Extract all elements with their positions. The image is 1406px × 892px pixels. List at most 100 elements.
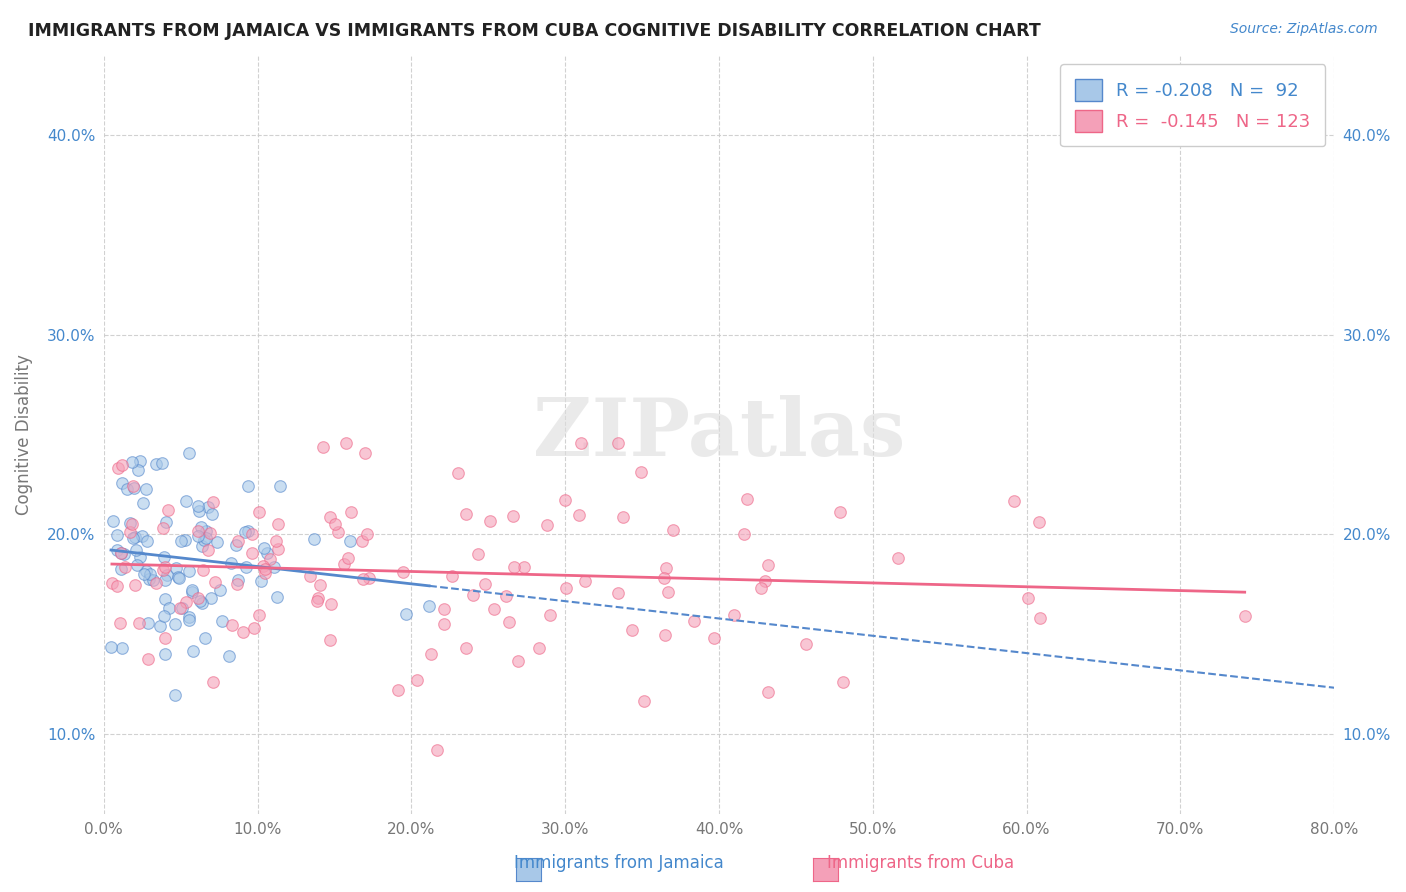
Point xyxy=(191,539,214,553)
Point xyxy=(193,533,215,547)
Point xyxy=(167,571,190,585)
Point xyxy=(150,456,173,470)
Point xyxy=(307,591,329,605)
Point xyxy=(205,534,228,549)
Point xyxy=(200,591,222,605)
Point xyxy=(887,550,910,565)
Point xyxy=(307,594,329,608)
Point xyxy=(187,591,209,606)
Point xyxy=(266,516,288,531)
Point xyxy=(354,446,377,460)
Point xyxy=(135,483,157,497)
Point xyxy=(218,649,240,664)
Point xyxy=(193,563,215,577)
Point xyxy=(197,500,219,515)
Y-axis label: Cognitive Disability: Cognitive Disability xyxy=(15,354,32,515)
Point xyxy=(111,458,134,472)
Point xyxy=(187,524,209,539)
Point xyxy=(252,541,274,556)
Point xyxy=(226,573,249,587)
Point xyxy=(794,637,817,651)
Point xyxy=(723,608,745,623)
Point xyxy=(554,493,576,508)
Point xyxy=(152,563,174,577)
Point xyxy=(513,560,536,574)
Point xyxy=(538,608,561,623)
Point xyxy=(107,461,129,475)
Point xyxy=(569,436,592,450)
Text: ZIPatlas: ZIPatlas xyxy=(533,395,905,474)
Point xyxy=(607,586,630,600)
Point xyxy=(335,436,357,450)
Point xyxy=(101,576,124,591)
Point xyxy=(188,504,211,518)
Point xyxy=(180,584,202,599)
Point xyxy=(120,516,142,530)
Point xyxy=(252,558,274,573)
Point xyxy=(754,574,776,589)
Point xyxy=(655,560,678,574)
Point xyxy=(683,614,706,628)
Point xyxy=(232,625,254,640)
Point xyxy=(756,558,779,573)
Point xyxy=(242,526,264,541)
Point xyxy=(828,506,851,520)
Point xyxy=(733,526,755,541)
Legend: R = -0.208   N =  92, R =  -0.145   N = 123: R = -0.208 N = 92, R = -0.145 N = 123 xyxy=(1060,64,1324,146)
Point xyxy=(498,615,520,629)
Point xyxy=(131,496,153,510)
Point xyxy=(127,463,149,477)
Point xyxy=(170,601,193,615)
Point xyxy=(447,466,470,480)
Point xyxy=(250,574,273,589)
Point xyxy=(153,573,176,587)
Point xyxy=(124,578,146,592)
Point xyxy=(211,615,233,629)
Point xyxy=(180,582,202,597)
Point xyxy=(574,574,596,588)
Point xyxy=(132,567,155,582)
Point xyxy=(419,647,441,661)
Point xyxy=(236,479,259,493)
Point xyxy=(831,674,853,689)
Point xyxy=(395,607,418,621)
Point xyxy=(256,545,278,559)
Point xyxy=(661,523,683,537)
Point xyxy=(263,560,285,574)
Point xyxy=(121,517,143,532)
Point xyxy=(392,565,415,579)
Point xyxy=(135,565,157,579)
Text: IMMIGRANTS FROM JAMAICA VS IMMIGRANTS FROM CUBA COGNITIVE DISABILITY CORRELATION: IMMIGRANTS FROM JAMAICA VS IMMIGRANTS FR… xyxy=(28,22,1040,40)
Point xyxy=(506,654,529,668)
Point xyxy=(195,524,218,538)
Point xyxy=(136,533,159,548)
Point xyxy=(612,509,634,524)
Point xyxy=(267,542,290,557)
Point xyxy=(433,602,456,616)
Point xyxy=(236,524,259,538)
Point xyxy=(339,506,361,520)
Point xyxy=(153,609,176,624)
Point xyxy=(201,675,224,690)
Point xyxy=(243,621,266,635)
Point xyxy=(177,446,200,460)
Point xyxy=(122,482,145,496)
Point xyxy=(503,560,526,574)
Point xyxy=(1028,515,1050,529)
Point xyxy=(298,569,321,583)
Point xyxy=(157,601,180,615)
Point xyxy=(202,495,225,509)
Point xyxy=(703,631,725,645)
Point xyxy=(112,547,135,561)
Point xyxy=(156,503,179,517)
Point xyxy=(125,558,148,572)
Point xyxy=(269,479,291,493)
Point xyxy=(339,534,361,549)
Point xyxy=(105,528,128,542)
Point xyxy=(568,508,591,523)
Point xyxy=(100,640,122,655)
Point xyxy=(120,525,142,540)
Point xyxy=(103,514,125,528)
Point xyxy=(153,631,176,645)
Point xyxy=(179,564,201,578)
